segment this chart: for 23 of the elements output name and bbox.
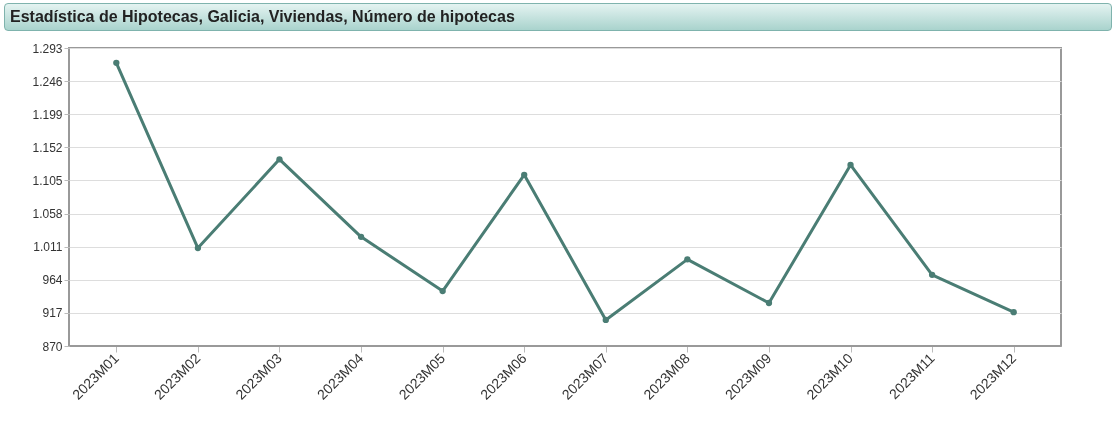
- chart-title: Estadística de Hipotecas, Galicia, Viviendas, Número de hipotecas: [4, 3, 1112, 31]
- y-tick-label: 1.199: [32, 107, 63, 122]
- y-tick-label: 1.011: [33, 240, 63, 255]
- y-tick-label: 964: [42, 273, 63, 288]
- y-tick-label: 1.293: [32, 41, 63, 56]
- point: [684, 256, 691, 263]
- y-tick-label: 917: [42, 306, 63, 321]
- point: [602, 316, 609, 324]
- point: [765, 299, 773, 307]
- point: [521, 171, 528, 178]
- y-tick-label: 1.246: [32, 74, 63, 89]
- point: [276, 156, 283, 163]
- point: [357, 233, 365, 240]
- y-tick-label: 1.105: [32, 173, 63, 188]
- y-tick-label: 1.058: [32, 207, 63, 222]
- point: [113, 59, 120, 66]
- y-tick-label: 1.152: [32, 140, 63, 155]
- point: [847, 161, 854, 169]
- y-tick-label: 870: [42, 339, 63, 354]
- point: [439, 287, 446, 295]
- point: [194, 244, 202, 252]
- point: [1010, 309, 1017, 316]
- point: [928, 271, 936, 278]
